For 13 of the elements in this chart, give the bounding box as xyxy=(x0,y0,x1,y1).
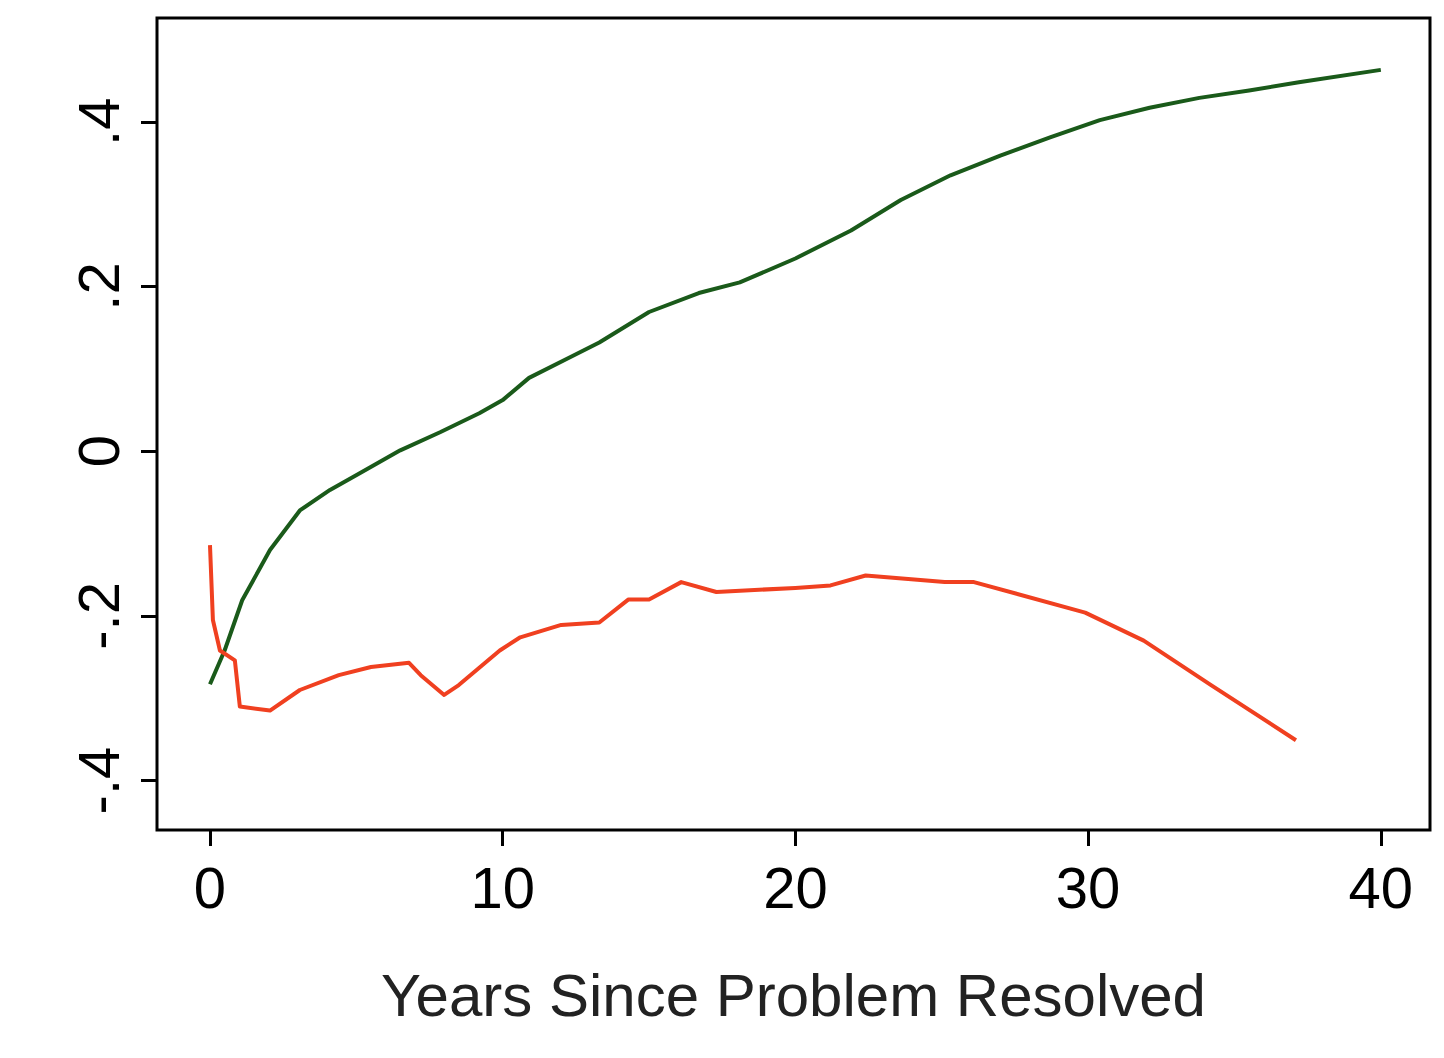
x-tick-label: 40 xyxy=(1348,854,1414,920)
y-tick-label: .4 xyxy=(65,97,131,146)
y-tick-label: 0 xyxy=(65,435,131,468)
x-axis-title: Years Since Problem Resolved xyxy=(381,961,1206,1029)
y-tick-label: .2 xyxy=(65,262,131,311)
line-series xyxy=(207,67,1383,687)
x-tick-label: 10 xyxy=(470,854,535,920)
line-series xyxy=(207,543,1298,743)
x-tick-label: 30 xyxy=(1055,854,1121,920)
y-tick-label: -.4 xyxy=(65,746,131,815)
y-tick-label: -.2 xyxy=(65,582,131,650)
x-tick-label: 0 xyxy=(193,854,227,920)
x-tick-label: 20 xyxy=(763,854,828,920)
